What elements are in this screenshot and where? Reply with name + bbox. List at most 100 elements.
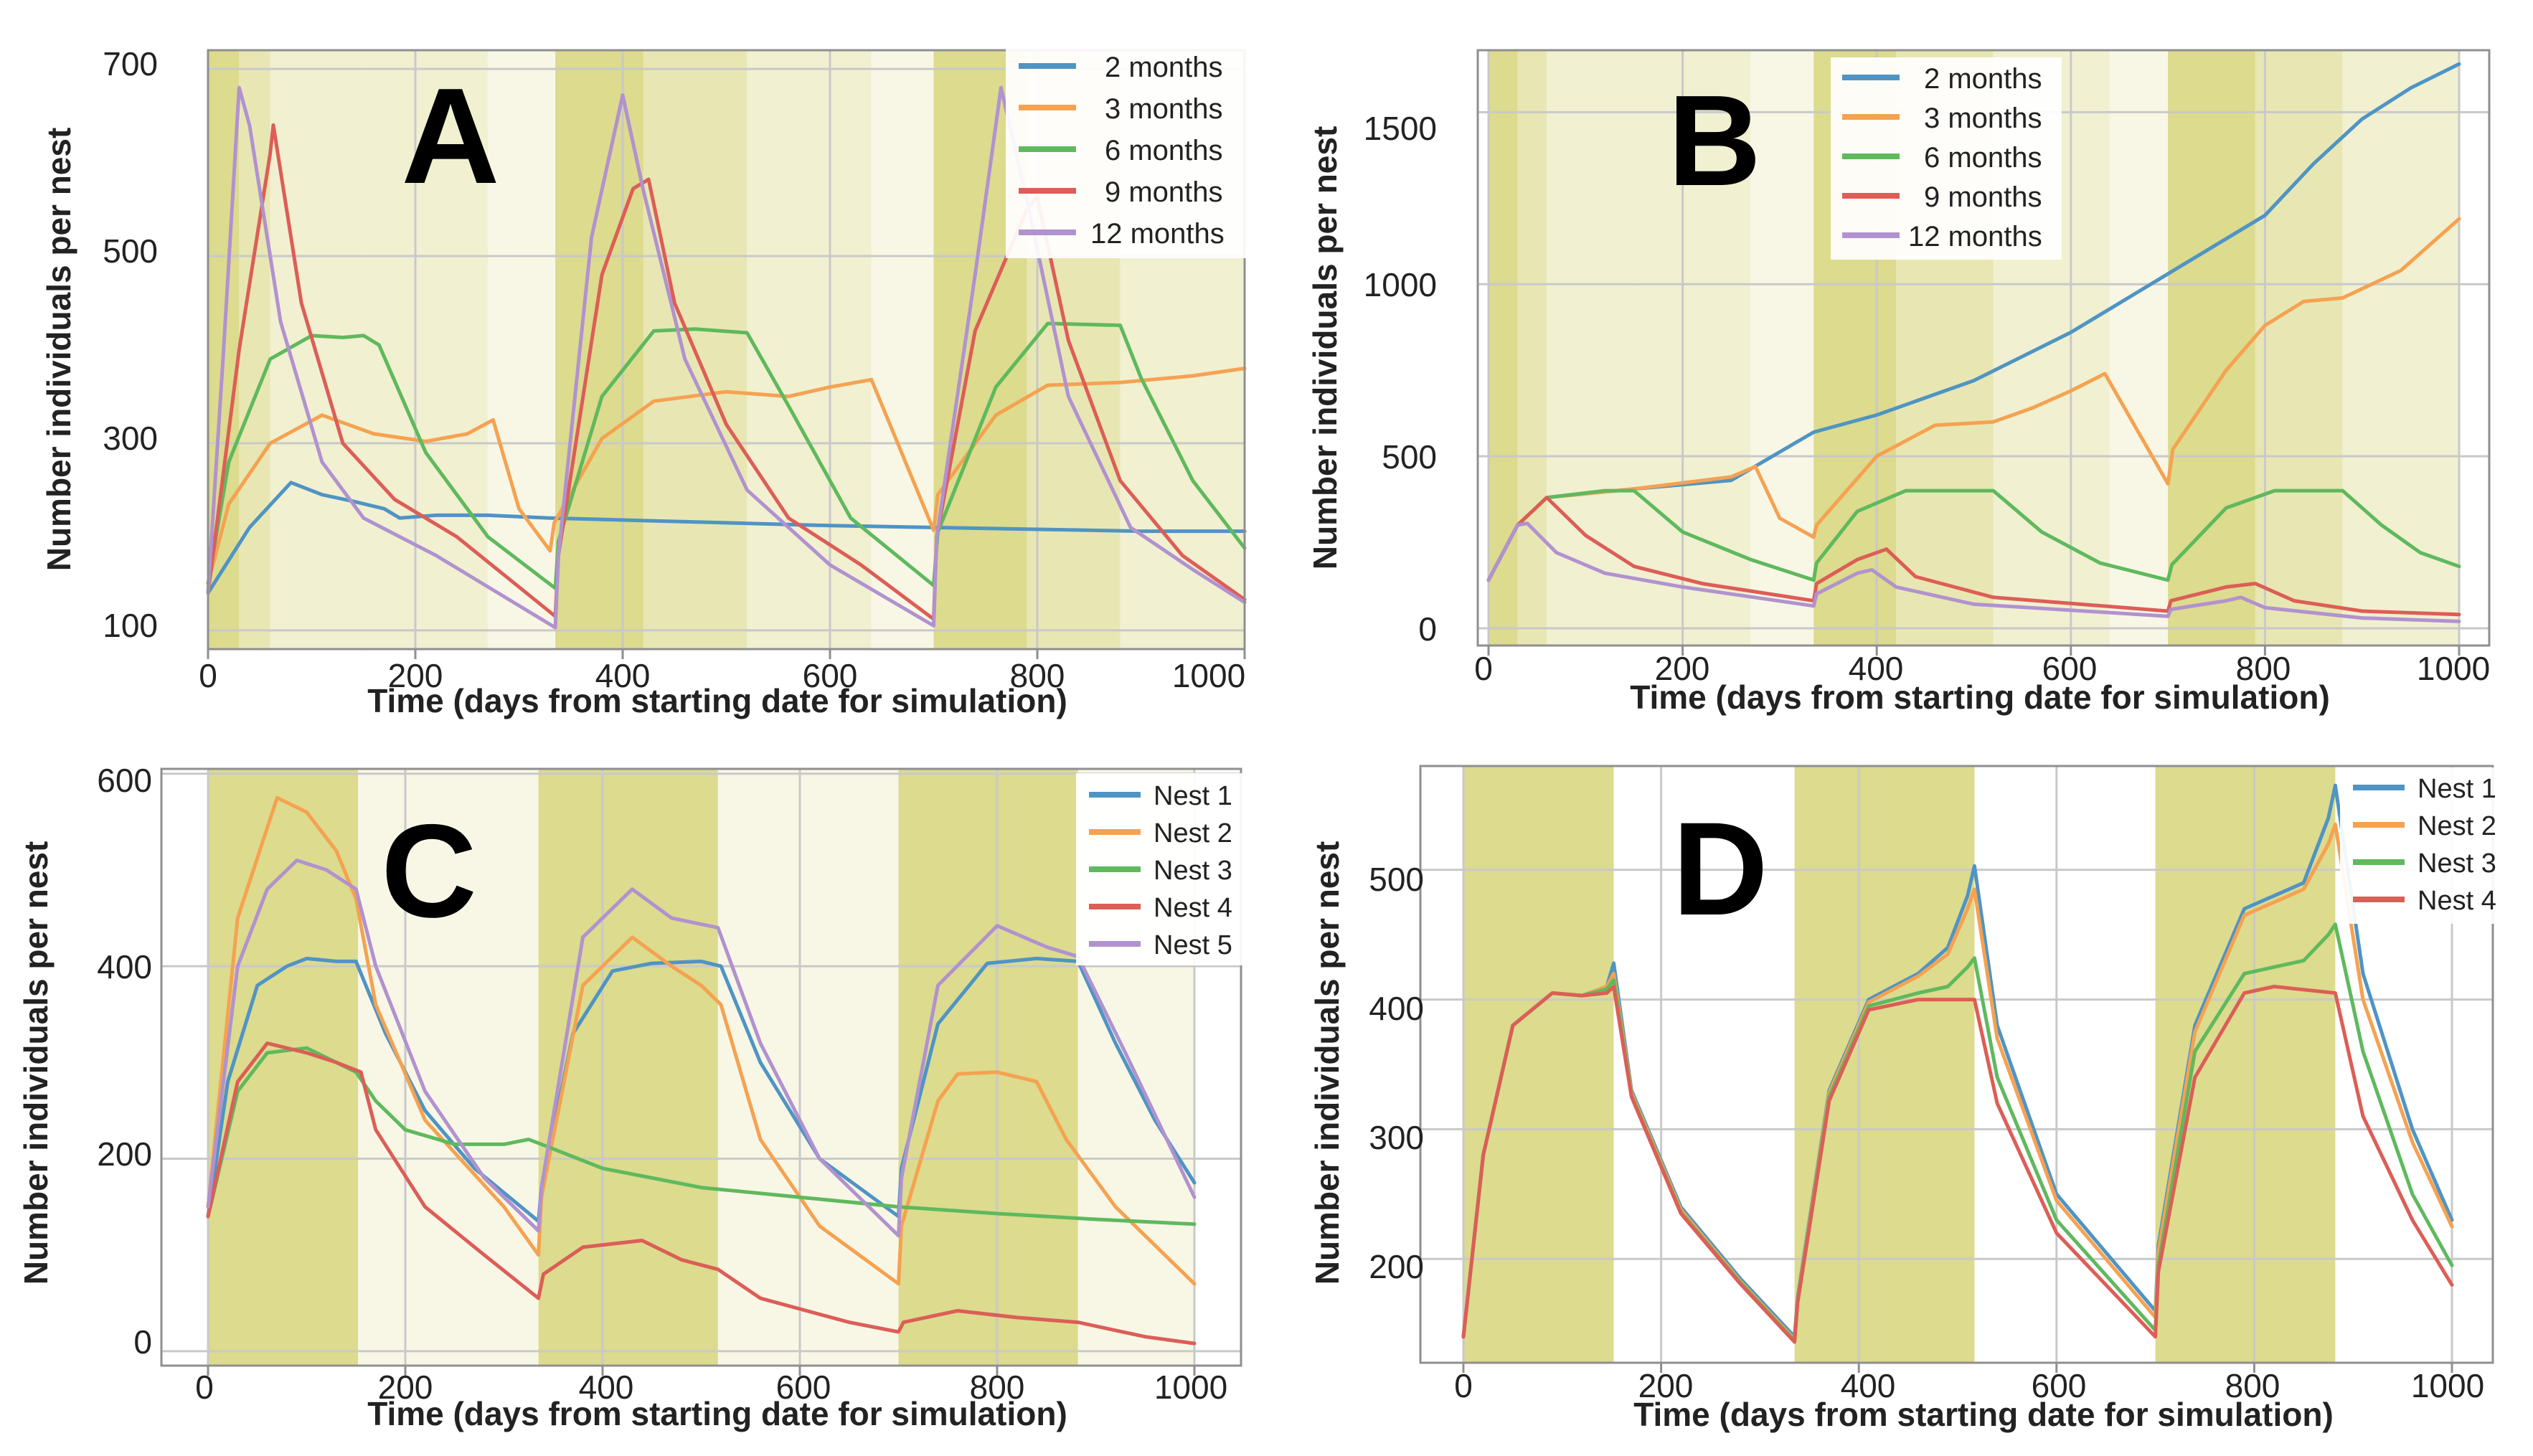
panel-d-lines bbox=[1461, 783, 2454, 1344]
panel-b-series-6-months bbox=[1486, 488, 2461, 582]
panel-c-xtick-label: 600 bbox=[776, 1368, 831, 1406]
panel-b-letter: B bbox=[1668, 69, 1761, 213]
panel-b-ytick-label: 0 bbox=[1418, 610, 1437, 648]
panel-d-xtick-label: 1000 bbox=[2411, 1367, 2484, 1404]
panel-b-season-band bbox=[1547, 50, 1634, 646]
panel-c-legend-label: Nest 2 bbox=[1154, 818, 1232, 848]
panel-b-y-ticks: 0 500 1000 1500 bbox=[1364, 110, 1437, 648]
panel-c-ytick-label: 200 bbox=[97, 1135, 152, 1173]
panel-b-legend-label: 12 months bbox=[1908, 221, 2042, 252]
panel-d-xtick-label: 0 bbox=[1454, 1367, 1473, 1404]
panel-c-x-axis-label: Time (days from starting date for simula… bbox=[367, 1395, 1067, 1432]
panel-d-plot-border bbox=[1419, 765, 2494, 1364]
panel-a-ytick-label: 300 bbox=[103, 420, 158, 457]
panel-b-season-band bbox=[1750, 50, 1814, 646]
panel-c-ytick-label: 0 bbox=[133, 1323, 152, 1361]
panel-d-y-ticks: 200 300 400 500 bbox=[1369, 861, 1424, 1285]
panel-a-xtick-label: 600 bbox=[803, 657, 858, 694]
panel-a-y-axis-label: Number individuals per nest bbox=[40, 128, 77, 572]
panel-d-legend: Nest 1 Nest 2 Nest 3 Nest 4 bbox=[2340, 767, 2496, 924]
panel-d: 0 200 400 600 800 1000 200 300 400 500 T… bbox=[1308, 765, 2496, 1433]
panel-b-season-band bbox=[1633, 50, 1751, 646]
panel-c-series-nest-5 bbox=[206, 859, 1197, 1238]
panel-c-series-nest-4 bbox=[206, 1041, 1197, 1346]
panel-a-ytick-label: 700 bbox=[103, 45, 158, 82]
panel-d-xtick-label: 800 bbox=[2225, 1367, 2280, 1404]
panel-c-letter: C bbox=[381, 798, 477, 945]
panel-b-series-12-months bbox=[1486, 521, 2461, 623]
panel-d-letter: D bbox=[1672, 795, 1768, 943]
panel-d-x-ticks: 0 200 400 600 800 1000 bbox=[1454, 1367, 2484, 1404]
panel-b-season-band bbox=[2109, 50, 2169, 646]
panel-c-lines bbox=[206, 795, 1197, 1346]
panel-d-ytick-label: 400 bbox=[1369, 990, 1424, 1027]
panel-b-ytick-label: 1000 bbox=[1364, 266, 1437, 303]
panel-b-x-axis-label: Time (days from starting date for simula… bbox=[1630, 679, 2330, 716]
panel-a-xtick-label: 0 bbox=[199, 657, 217, 694]
panel-a-plot-border bbox=[207, 49, 1246, 651]
panel-a-season-band bbox=[747, 50, 872, 649]
panel-c-bands bbox=[208, 769, 1194, 1366]
panel-a-series-6-months bbox=[206, 321, 1247, 590]
panel-c-xtick-label: 800 bbox=[970, 1368, 1025, 1406]
panel-d-y-axis-label: Number individuals per nest bbox=[1308, 841, 1346, 1285]
panel-c-ytick-label: 600 bbox=[97, 762, 152, 799]
panel-a-xtick-label: 400 bbox=[595, 657, 651, 694]
panel-b-season-band bbox=[1489, 50, 1518, 646]
panel-c-x-ticks: 0 200 400 600 800 1000 bbox=[195, 1368, 1227, 1406]
panel-c-xtick-label: 0 bbox=[195, 1368, 214, 1406]
panel-d-xtick-label: 600 bbox=[2032, 1367, 2087, 1404]
panel-a-letter: A bbox=[401, 60, 499, 212]
panel-a-y-ticks: 100 300 500 700 bbox=[103, 45, 158, 644]
panel-b-season-band bbox=[2342, 50, 2459, 646]
panel-a-x-axis-label: Time (days from starting date for simula… bbox=[367, 682, 1067, 719]
panel-a-legend-label: 12 months bbox=[1090, 218, 1225, 250]
panel-a-xtick-label: 200 bbox=[388, 657, 443, 694]
panel-d-legend-label: Nest 3 bbox=[2418, 848, 2496, 879]
panel-a-season-band bbox=[488, 50, 556, 649]
panel-d-ytick-label: 500 bbox=[1369, 861, 1424, 898]
panel-b-season-band bbox=[2168, 50, 2255, 646]
panel-b-plot-border bbox=[1476, 49, 2491, 647]
panel-a-season-band bbox=[871, 50, 934, 649]
panel-d-ytick-label: 300 bbox=[1369, 1119, 1424, 1156]
panel-c-legend-label: Nest 3 bbox=[1154, 856, 1232, 886]
panel-a: 0 200 400 600 800 1000 100 300 500 700 T… bbox=[40, 45, 1248, 719]
panel-d-series-nest-3 bbox=[1461, 922, 2454, 1343]
panel-b-xtick-label: 600 bbox=[2042, 650, 2098, 687]
panel-c-legend: Nest 1 Nest 2 Nest 3 Nest 4 Nest 5 bbox=[1076, 773, 1242, 965]
panel-d-legend-label: Nest 2 bbox=[2418, 811, 2496, 841]
panel-c-xtick-label: 200 bbox=[378, 1368, 433, 1406]
panel-b-legend-label: 2 months bbox=[1924, 63, 2042, 95]
panel-b-xtick-label: 400 bbox=[1849, 650, 1904, 687]
panel-b-legend-label: 9 months bbox=[1924, 181, 2042, 213]
panel-c-plot-border bbox=[160, 767, 1242, 1367]
panel-c-season-band bbox=[717, 769, 899, 1366]
panel-d-season-band bbox=[1463, 766, 1614, 1363]
panel-c-y-ticks: 0 200 400 600 bbox=[97, 762, 152, 1361]
panel-c-series-nest-1 bbox=[206, 956, 1197, 1224]
panel-b-y-axis-label: Number individuals per nest bbox=[1306, 126, 1344, 570]
panel-b-ytick-label: 1500 bbox=[1364, 110, 1437, 147]
panel-c-legend-label: Nest 5 bbox=[1154, 930, 1232, 960]
panel-a-xtick-label: 800 bbox=[1010, 657, 1065, 694]
panel-b-legend-label: 3 months bbox=[1924, 103, 2042, 134]
panel-d-xtick-label: 400 bbox=[1841, 1367, 1896, 1404]
panel-a-legend-label: 2 months bbox=[1105, 52, 1223, 83]
panel-b-season-band bbox=[2255, 50, 2343, 646]
panel-d-x-axis-label: Time (days from starting date for simula… bbox=[1633, 1396, 2334, 1433]
panel-b: 0 200 400 600 800 1000 0 500 1000 1500 T… bbox=[1306, 49, 2491, 716]
panel-a-legend-label: 6 months bbox=[1105, 135, 1223, 166]
panel-b-legend-label: 6 months bbox=[1924, 142, 2042, 174]
panel-b-xtick-label: 200 bbox=[1655, 650, 1710, 687]
panel-c-series-nest-2 bbox=[206, 795, 1197, 1286]
panel-d-xtick-label: 200 bbox=[1638, 1367, 1694, 1404]
panel-b-season-band bbox=[1517, 50, 1547, 646]
panel-c-xtick-label: 1000 bbox=[1154, 1368, 1227, 1406]
panel-d-season-band bbox=[2155, 766, 2336, 1363]
panel-a-ytick-label: 500 bbox=[103, 232, 158, 270]
panel-a-x-ticks: 0 200 400 600 800 1000 bbox=[199, 657, 1245, 694]
panel-b-series-9-months bbox=[1486, 496, 2461, 617]
panel-b-xtick-label: 800 bbox=[2236, 650, 2291, 687]
panel-a-ytick-label: 100 bbox=[103, 607, 158, 644]
